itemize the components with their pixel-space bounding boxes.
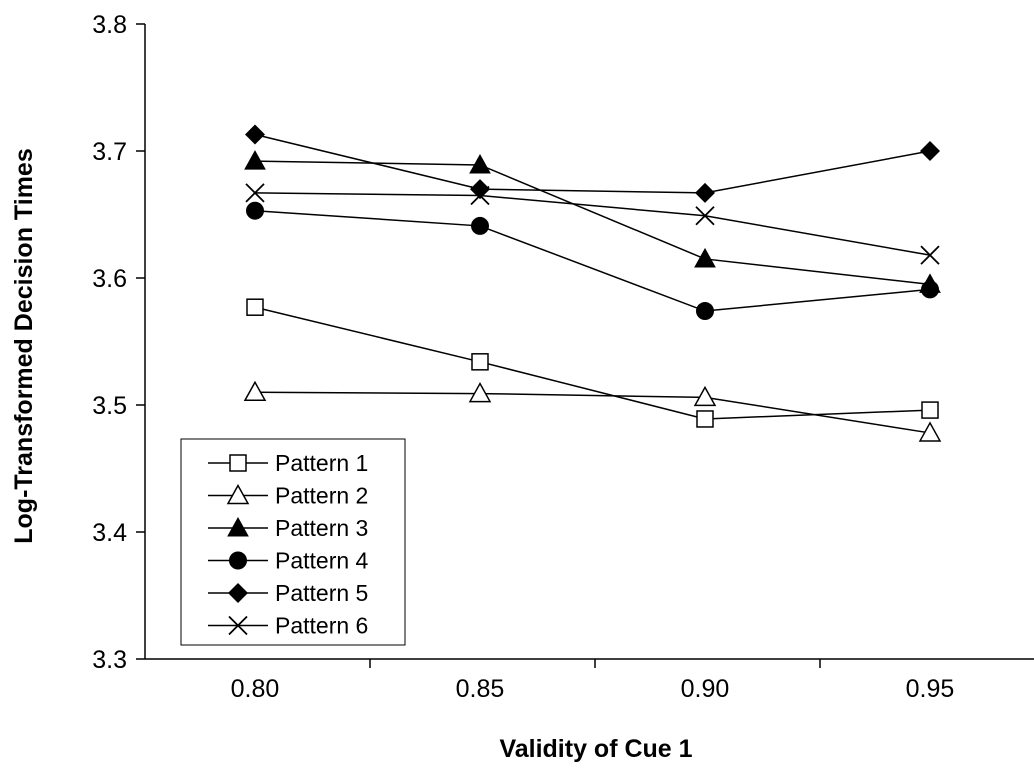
data-point [246,201,264,220]
data-point [921,280,939,299]
legend-label: Pattern 3 [275,515,368,541]
legend: Pattern 1 Pattern 2 Pattern 3 Pattern 4 Patt… [180,438,406,646]
series-3 [244,150,941,293]
series-5 [245,124,940,203]
data-point [469,153,491,174]
y-tick-label: 3.7 [92,138,127,166]
legend-item: Pattern 5 [208,580,368,606]
series-line [254,209,931,312]
x-tick-label: 0.95 [906,675,955,703]
x-ticks: 0.80 0.85 0.90 0.95 [231,659,955,703]
y-axis-title: Log-Transformed Decision Times [10,148,38,543]
series-4 [246,201,939,321]
y-tick-label: 3.6 [92,265,127,293]
y-tick-label: 3.3 [92,646,127,674]
data-point [918,421,942,442]
legend-box [180,438,406,646]
series-line [254,391,931,434]
x-axis-title: Validity of Cue 1 [499,735,692,763]
series-layer [243,124,942,442]
legend-label: Pattern 4 [275,548,369,574]
legend-item: Pattern 2 [208,483,368,509]
data-point [920,245,940,265]
legend-marker [229,454,247,472]
legend-marker [226,483,250,505]
series-line [254,306,931,420]
data-point [471,353,489,371]
legend-label: Pattern 1 [275,450,368,476]
legend-marker [228,583,248,603]
series-1 [246,298,939,428]
y-tick-label: 3.5 [92,392,127,420]
legend-marker [229,551,247,570]
data-point [243,380,267,402]
data-point [696,302,714,321]
legend-marker [228,615,248,636]
data-point [695,182,715,203]
y-tick-label: 3.4 [92,519,127,547]
legend-label: Pattern 5 [275,580,368,606]
y-ticks: 3.3 3.4 3.5 3.6 3.7 3.8 [92,11,145,674]
legend-item: Pattern 3 [208,515,368,541]
legend-item: Pattern 1 [208,450,368,476]
data-point [695,206,715,226]
data-point [246,298,264,316]
series-2 [243,380,942,442]
data-point [470,179,490,200]
data-point [920,141,940,161]
data-point [245,183,265,203]
y-tick-label: 3.8 [92,11,127,39]
legend-label: Pattern 2 [275,483,368,509]
x-tick-label: 0.80 [231,675,280,703]
data-point [693,385,717,407]
data-point [470,185,490,206]
data-point [696,410,714,428]
data-point [244,150,266,170]
series-line [254,133,931,194]
x-tick-label: 0.85 [456,675,505,703]
series-line [254,160,931,286]
data-point [468,382,492,403]
legend-item: Pattern 4 [208,548,369,574]
data-point [471,216,489,235]
data-point [245,124,265,145]
legend-item: Pattern 6 [208,613,368,639]
series-line [254,192,931,256]
series-6 [245,183,940,265]
data-point [921,401,939,419]
data-point [694,247,716,268]
legend-label: Pattern 6 [275,613,368,639]
axes [144,24,1034,660]
legend-marker [227,516,249,537]
x-tick-label: 0.90 [681,675,730,703]
